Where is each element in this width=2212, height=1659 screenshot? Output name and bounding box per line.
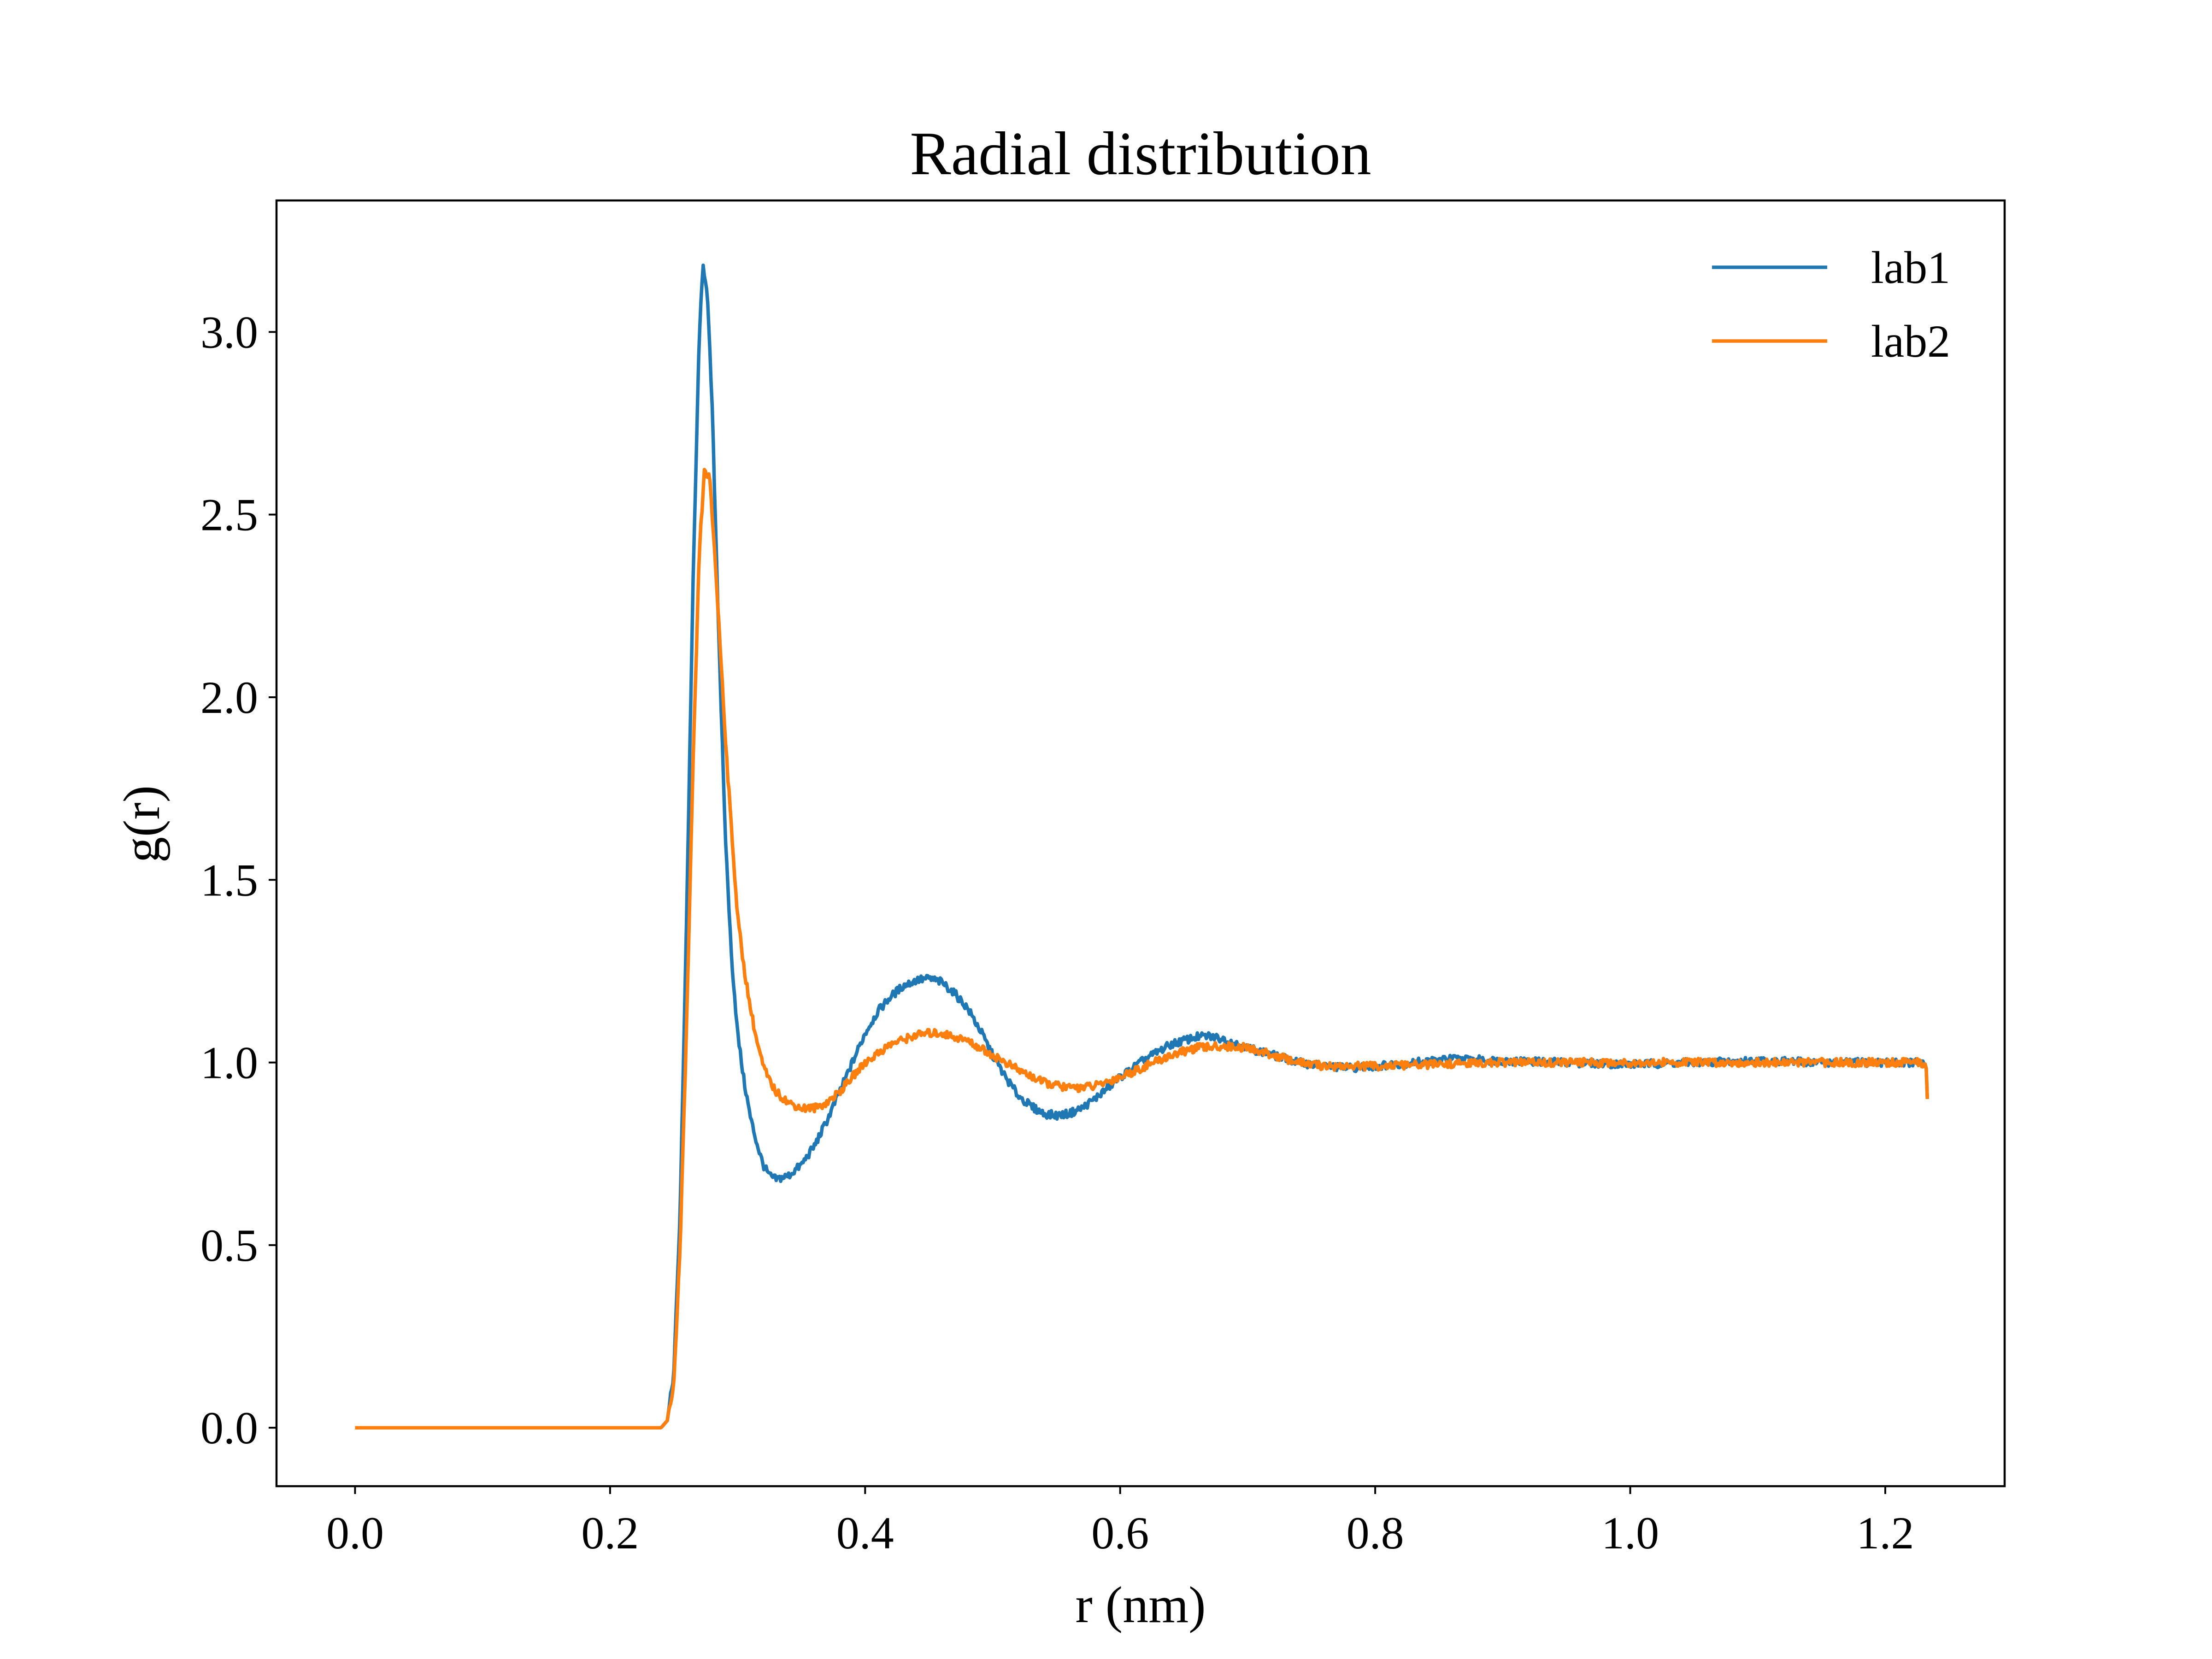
x-tick-label: 1.0: [1601, 1507, 1659, 1559]
legend-label-lab1: lab1: [1871, 242, 1950, 293]
x-tick-label: 0.8: [1347, 1507, 1404, 1559]
chart-title: Radial distribution: [910, 119, 1371, 188]
plot-area-frame: [275, 199, 2006, 1488]
y-tick-label: 1.5: [200, 854, 258, 906]
y-tick-label: 2.5: [200, 489, 258, 541]
y-tick-label: 0.0: [200, 1402, 258, 1453]
y-tick-label: 0.5: [200, 1220, 258, 1271]
y-tick-label: 1.0: [200, 1037, 258, 1088]
x-tick-label: 0.0: [326, 1507, 384, 1559]
plot-lines: [354, 263, 1930, 1430]
series-line-lab2: [354, 468, 1930, 1430]
x-axis-ticks: 0.0 0.2 0.4 0.6 0.8 1.0 1.2: [326, 1486, 1914, 1559]
x-tick-label: 1.2: [1856, 1507, 1914, 1559]
x-axis-label: r (nm): [1075, 1577, 1206, 1634]
x-tick-label: 0.2: [581, 1507, 639, 1559]
x-tick-label: 0.6: [1091, 1507, 1149, 1559]
legend: lab1 lab2: [1712, 242, 1950, 367]
legend-label-lab2: lab2: [1871, 316, 1950, 367]
x-tick-label: 0.4: [836, 1507, 894, 1559]
y-axis-label: g(r): [113, 785, 171, 863]
y-axis-ticks: 0.0 0.5 1.0 1.5 2.0 2.5 3.0: [200, 306, 276, 1453]
y-tick-label: 2.0: [200, 672, 258, 723]
y-tick-label: 3.0: [200, 306, 258, 358]
